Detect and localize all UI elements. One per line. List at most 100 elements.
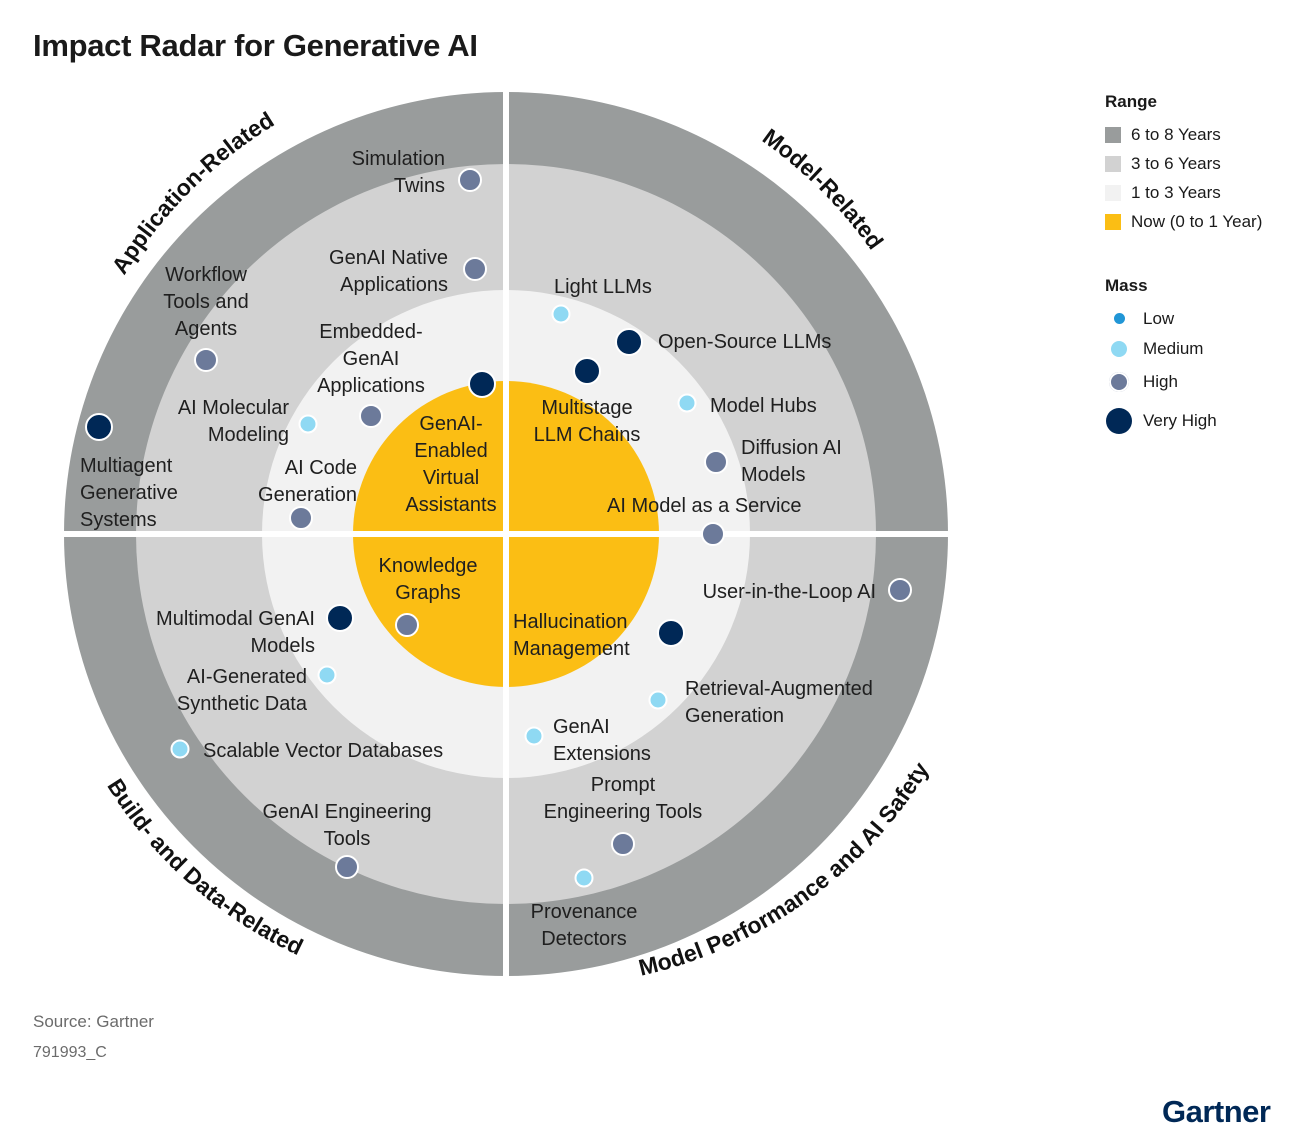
radar-item-label: Diffusion AI Models xyxy=(741,437,842,486)
radar-item-label: AI Code Generation xyxy=(258,457,357,506)
legend-range-label: 1 to 3 Years xyxy=(1131,182,1221,202)
mass-dot-medium xyxy=(574,868,594,888)
radar-item-diffusion-ai-models: Diffusion AI Models xyxy=(704,437,842,486)
radar-item-label-line: Agents xyxy=(175,318,237,340)
gartner-logo: Gartner xyxy=(1162,1094,1271,1129)
radar-item-label-line: Light LLMs xyxy=(554,276,652,298)
radar-item-label-line: Multiagent xyxy=(80,455,173,477)
radar-item-label-line: Diffusion AI xyxy=(741,437,842,459)
legend-range-item: 6 to 8 Years xyxy=(1105,120,1262,149)
radar-item-label-line: Enabled xyxy=(414,440,487,462)
radar-item-label-line: Virtual xyxy=(423,467,479,489)
radar-item-label-line: Engineering Tools xyxy=(544,801,703,823)
radar-item-user-in-the-loop-ai: User-in-the-Loop AI xyxy=(703,578,912,603)
mass-dot-very-high xyxy=(615,328,643,356)
radar-item-label: Multimodal GenAI Models xyxy=(156,608,315,657)
radar-item-genai-engineering-tools: GenAI Engineering Tools xyxy=(262,801,432,879)
radar-item-label-line: Scalable Vector Databases xyxy=(203,740,443,762)
mass-dot-medium xyxy=(1111,340,1127,357)
radar-item-workflow-tools-and-agents: Workflow Tools and Agents xyxy=(163,264,249,372)
radar-item-light-llms: Light LLMs xyxy=(551,276,652,324)
mass-dot-medium xyxy=(524,726,544,746)
radar-item-label-line: Applications xyxy=(340,274,448,296)
legend-mass-label: High xyxy=(1143,372,1178,391)
radar-item-label: Multistage LLM Chains xyxy=(534,397,641,446)
legend-mass-label: Low xyxy=(1143,308,1175,328)
radar-item-label: Retrieval-Augmented Generation xyxy=(685,678,873,727)
radar-item-label: AI-Generated Synthetic Data xyxy=(177,666,308,715)
radar-item-label-line: Multimodal GenAI xyxy=(156,608,315,630)
radar-item-label-line: Generative xyxy=(80,482,178,504)
radar-item-label-line: Graphs xyxy=(395,582,461,604)
radar-item-label-line: Twins xyxy=(394,175,445,197)
radar-item-label-line: Applications xyxy=(317,375,425,397)
mass-dot-high xyxy=(289,506,313,530)
mass-dot-high xyxy=(888,578,912,602)
mass-dot-medium xyxy=(317,665,337,685)
radar-item-ai-code-generation: AI Code Generation xyxy=(258,457,357,530)
legend-mass-item: Very High xyxy=(1105,400,1262,442)
radar-item-scalable-vector-databases: Scalable Vector Databases xyxy=(170,739,443,762)
page-title: Impact Radar for Generative AI xyxy=(33,28,478,63)
radar-item-label: AI Molecular Modeling xyxy=(178,397,289,446)
radar-item-label-line: Modeling xyxy=(208,424,289,446)
radar-item-genai-extensions: GenAI Extensions xyxy=(524,716,651,765)
radar-item-label-line: Knowledge xyxy=(379,555,478,577)
radar-item-label-line: AI Model as a Service xyxy=(607,495,802,517)
radar-item-label-line: Retrieval-Augmented xyxy=(685,678,873,700)
legend-range-label: 6 to 8 Years xyxy=(1131,124,1221,144)
legend-range-item: Now (0 to 1 Year) xyxy=(1105,207,1262,236)
radar-item-prompt-engineering-tools: Prompt Engineering Tools xyxy=(544,774,703,856)
legend-range-title: Range xyxy=(1105,92,1157,111)
legend-range-label: Now (0 to 1 Year) xyxy=(1131,211,1263,231)
radar-item-label-line: Models xyxy=(741,464,805,486)
radar-item-label-line: GenAI- xyxy=(419,413,482,435)
legend-mass-item: Low xyxy=(1105,304,1262,333)
radar-item-label: Prompt Engineering Tools xyxy=(544,774,703,823)
radar-item-label-line: AI Molecular xyxy=(178,397,289,419)
radar-item-provenance-detectors: Provenance Detectors xyxy=(531,868,638,950)
radar-item-label-line: Simulation xyxy=(352,148,445,170)
radar-item-label: Provenance Detectors xyxy=(531,901,638,950)
mass-dot-high xyxy=(463,257,487,281)
mass-dot-high xyxy=(704,450,728,474)
figure-code: 791993_C xyxy=(33,1044,107,1061)
radar-item-label: GenAI Native Applications xyxy=(329,247,448,296)
source-note: Source: Gartner xyxy=(33,1012,154,1031)
radar-item-model-hubs: Model Hubs xyxy=(677,393,817,417)
mass-dot-high xyxy=(1109,372,1129,392)
radar-item-label: Embedded- GenAI Applications xyxy=(317,321,425,397)
radar-item-label: Hallucination Management xyxy=(513,611,630,660)
radar-item-label-line: Provenance xyxy=(531,901,638,923)
legend: Range 6 to 8 Years 3 to 6 Years 1 to 3 Y… xyxy=(1105,92,1262,442)
radar-item-label-line: Systems xyxy=(80,509,157,531)
mass-dot-medium xyxy=(677,393,697,413)
radar-item-label: Model Hubs xyxy=(710,395,817,417)
radar-item-label: GenAI Engineering Tools xyxy=(262,801,431,850)
legend-mass-item: Medium xyxy=(1105,333,1262,364)
mass-dot-very-high xyxy=(468,370,496,398)
radar-item-label: AI Model as a Service xyxy=(607,495,802,517)
mass-dot-medium xyxy=(298,414,318,434)
legend-mass-label: Medium xyxy=(1143,338,1204,358)
radar-item-ai-model-as-a-service: AI Model as a Service xyxy=(607,495,802,546)
mass-dot-very-high xyxy=(1106,408,1132,434)
radar-item-label: Simulation Twins xyxy=(352,148,445,197)
radar-item-label-line: Generation xyxy=(685,705,784,727)
radar-item-label-line: Workflow xyxy=(165,264,247,286)
mass-dot-very-high xyxy=(573,357,601,385)
radar-item-label-line: GenAI Native xyxy=(329,247,448,269)
swatch-3-to-6 xyxy=(1105,155,1121,172)
radar-item-ai-molecular-modeling: AI Molecular Modeling xyxy=(178,397,318,446)
radar-item-label-line: Embedded- xyxy=(319,321,422,343)
legend-mass-item: High xyxy=(1105,364,1262,400)
mass-dot-medium xyxy=(551,304,571,324)
mass-dot-very-high xyxy=(326,604,354,632)
radar-item-label: Multiagent Generative Systems xyxy=(80,455,178,531)
radar-item-label: Light LLMs xyxy=(554,276,652,298)
swatch-6-to-8 xyxy=(1105,126,1121,143)
radar-item-label-line: Prompt xyxy=(591,774,656,796)
swatch-now xyxy=(1105,213,1121,230)
radar-item-hallucination-management: Hallucination Management xyxy=(513,611,685,660)
